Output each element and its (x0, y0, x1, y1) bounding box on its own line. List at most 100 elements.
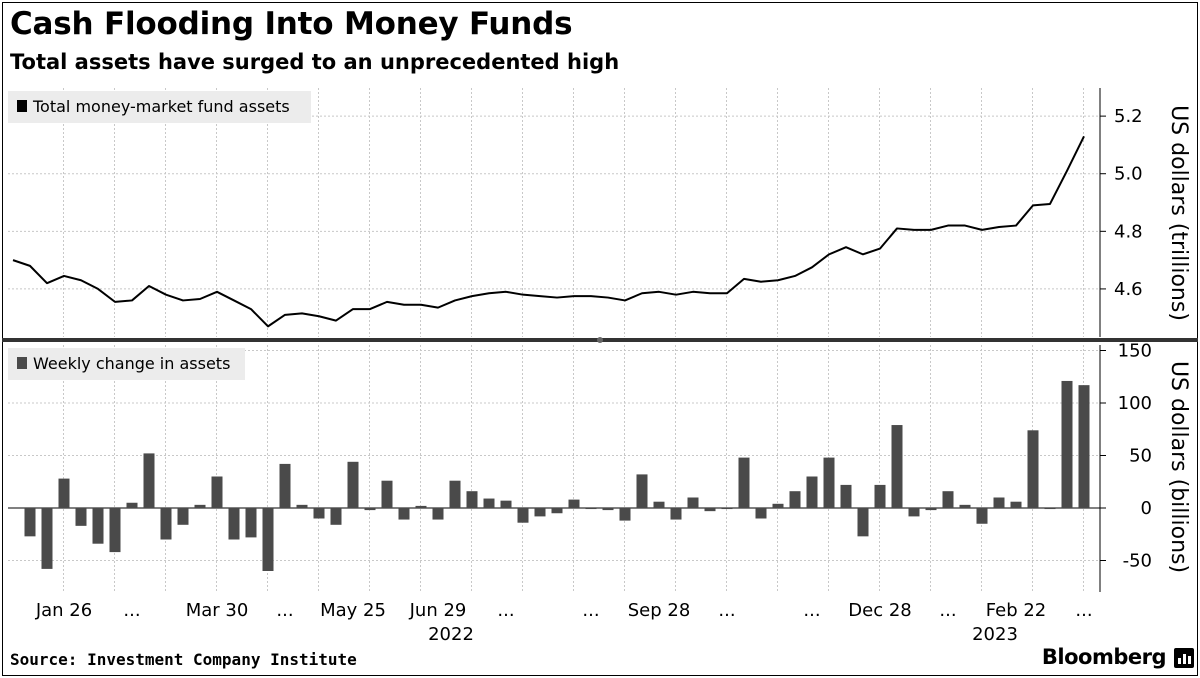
bar (619, 508, 631, 521)
x-tick-label: Mar 30 (186, 600, 249, 621)
y-tick-label-bottom: 100 (1118, 393, 1152, 414)
legend-label-bar: Weekly change in assets (33, 354, 230, 373)
bar (925, 508, 937, 511)
bar (313, 508, 325, 519)
x-tick-label: ... (718, 600, 735, 621)
y-tick-label-bottom: 150 (1118, 341, 1152, 362)
x-tick-label: ... (582, 600, 599, 621)
bar (517, 508, 529, 523)
bar (364, 508, 376, 511)
bar (653, 501, 665, 508)
bar (823, 457, 835, 508)
x-tick-label: Sep 28 (628, 600, 691, 621)
x-year-label: 2023 (972, 624, 1018, 645)
bar (296, 504, 308, 508)
bar (228, 508, 240, 540)
bar (194, 504, 206, 508)
bar (160, 508, 172, 540)
bar (687, 497, 699, 508)
bar (976, 508, 988, 524)
x-year-label: 2022 (428, 624, 474, 645)
y-tick-label-top: 5.0 (1114, 164, 1143, 185)
panel-divider-handle (597, 337, 603, 343)
bar (942, 491, 954, 508)
bar (806, 476, 818, 508)
chart-title: Cash Flooding Into Money Funds (10, 6, 573, 42)
bar (585, 508, 597, 510)
bar (891, 425, 903, 508)
bar (449, 480, 461, 508)
bar (1010, 501, 1022, 508)
bar (41, 508, 53, 569)
source-note: Source: Investment Company Institute (10, 650, 357, 669)
bar (211, 476, 223, 508)
bloomberg-icon (1174, 648, 1194, 668)
x-tick-label: ... (803, 600, 820, 621)
legend-swatch-line (17, 100, 27, 112)
legend-label-line: Total money-market fund assets (32, 97, 290, 116)
bar (772, 503, 784, 508)
bar (279, 463, 291, 508)
bar (245, 508, 257, 538)
x-tick-label: May 25 (320, 600, 386, 621)
bar (483, 498, 495, 508)
legend-box-top (8, 91, 311, 123)
bar (857, 508, 869, 537)
x-tick-label: Jan 26 (35, 600, 92, 621)
x-tick-label: ... (123, 600, 140, 621)
bar (109, 508, 121, 553)
bar (92, 508, 104, 544)
bar (874, 484, 886, 508)
bar (75, 508, 87, 526)
y-tick-label-bottom: 0 (1141, 498, 1152, 519)
x-tick-label: Feb 22 (986, 600, 1047, 621)
bar (959, 504, 971, 508)
bar (1078, 385, 1090, 508)
y-tick-label-top: 5.2 (1114, 106, 1143, 127)
bar (738, 457, 750, 508)
y-tick-label-top: 4.6 (1114, 279, 1143, 300)
y-tick-label-bottom: -50 (1123, 551, 1152, 572)
bar (840, 484, 852, 508)
bar (551, 508, 563, 514)
x-tick-label: Jun 29 (409, 600, 467, 621)
x-tick-label: ... (497, 600, 514, 621)
bar (398, 508, 410, 520)
bar (755, 508, 767, 519)
bar (721, 508, 733, 510)
bar (415, 505, 427, 508)
bar (636, 474, 648, 508)
series-line (12, 135, 1085, 328)
bar (789, 491, 801, 508)
bar (24, 508, 36, 537)
x-tick-label: ... (939, 600, 956, 621)
brand-logo-text: Bloomberg (1041, 645, 1167, 669)
y-axis-title-top: US dollars (trillions) (1166, 105, 1191, 321)
bar (500, 500, 512, 508)
y-tick-label-top: 4.8 (1114, 221, 1143, 242)
legend-box-bottom (8, 348, 245, 380)
bar (1061, 380, 1073, 508)
bar (262, 508, 274, 571)
bar (670, 508, 682, 520)
bar (143, 453, 155, 508)
bar (602, 508, 614, 511)
bar (1044, 508, 1056, 510)
bar (381, 480, 393, 508)
x-tick-label: ... (276, 600, 293, 621)
bar (330, 508, 342, 525)
y-tick-label-bottom: 50 (1129, 446, 1152, 467)
bar (58, 478, 70, 508)
bar (704, 508, 716, 512)
bar (534, 508, 546, 517)
bar (347, 461, 359, 508)
bar (908, 508, 920, 517)
x-tick-label: ... (1075, 600, 1092, 621)
bar (432, 508, 444, 520)
bar (1027, 430, 1039, 508)
bar (126, 502, 138, 508)
x-tick-label: Dec 28 (848, 600, 911, 621)
legend-swatch-bar (17, 357, 27, 369)
bar (177, 508, 189, 525)
